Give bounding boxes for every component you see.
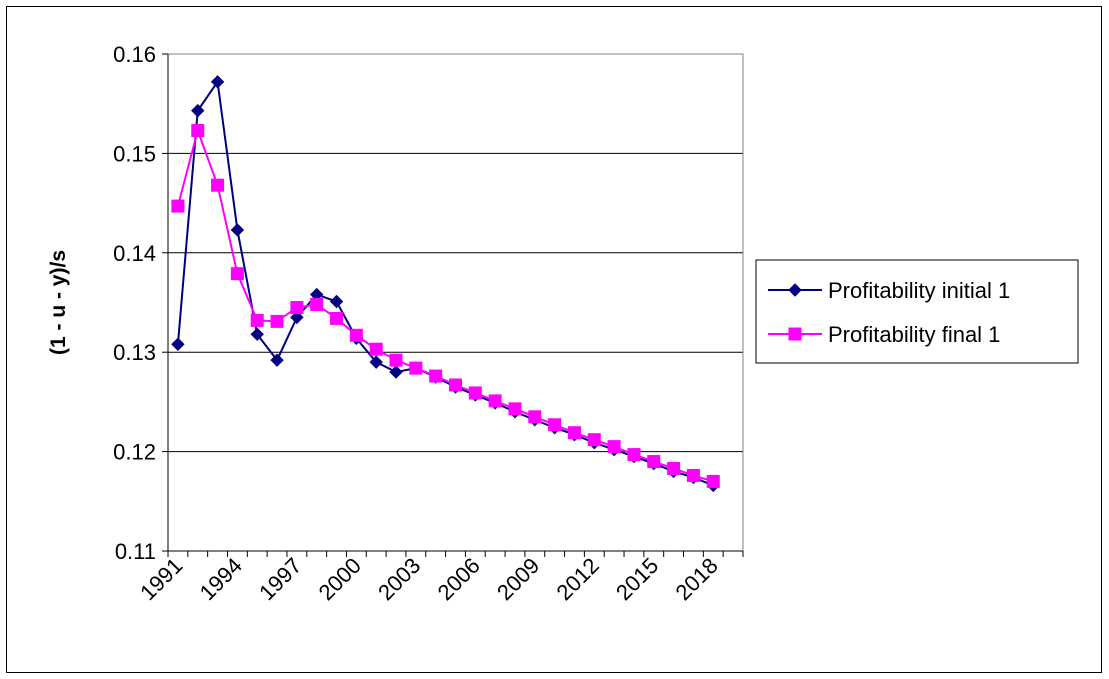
- x-tick-label: 2000: [314, 553, 366, 605]
- data-point-square: [706, 474, 720, 488]
- data-point-square: [171, 199, 185, 213]
- legend-item: Profitability initial 1: [768, 278, 1010, 303]
- data-point-square: [290, 300, 304, 314]
- plot-area-border: [167, 53, 744, 552]
- data-point-diamond: [270, 353, 284, 367]
- y-tick-label: 0.14: [113, 241, 156, 266]
- data-point-square: [488, 394, 502, 408]
- data-point-square: [211, 178, 225, 192]
- data-point-square: [667, 461, 681, 475]
- x-tick-label: 1994: [195, 553, 247, 605]
- data-point-square: [528, 410, 542, 424]
- series-line: [176, 79, 714, 487]
- data-point-square: [191, 124, 205, 138]
- y-tick-label: 0.12: [113, 440, 156, 465]
- data-point-square: [627, 448, 641, 462]
- data-point-diamond: [788, 283, 802, 297]
- data-point-diamond: [230, 223, 245, 237]
- data-point-diamond: [210, 75, 225, 89]
- x-tick-label: 2015: [611, 553, 663, 605]
- series-line: [176, 127, 714, 483]
- data-point-diamond: [171, 337, 185, 351]
- legend: Profitability initial 1 Profitability fin…: [755, 259, 1079, 364]
- legend-box: [755, 259, 1079, 364]
- legend-item: Profitability final 1: [768, 322, 1000, 347]
- x-tick-label: 2018: [671, 553, 723, 605]
- legend-label: Profitability final 1: [828, 322, 1000, 347]
- x-tick-label: 2006: [433, 553, 485, 605]
- data-point-square: [567, 426, 581, 440]
- series-profitability-initial-1: [171, 75, 720, 493]
- data-point-square: [330, 311, 344, 325]
- data-point-square: [548, 418, 562, 432]
- data-point-square: [686, 468, 700, 482]
- x-tick-label: 1997: [254, 553, 306, 605]
- legend-label: Profitability initial 1: [828, 278, 1010, 303]
- data-point-square: [647, 455, 661, 469]
- data-point-diamond: [369, 355, 383, 369]
- data-point-square: [369, 342, 383, 356]
- data-point-square: [349, 328, 363, 342]
- data-point-diamond: [329, 294, 344, 309]
- data-point-diamond: [250, 327, 264, 342]
- x-tick-label: 2012: [552, 553, 604, 605]
- y-axis-title: (1 - u - y)/s: [47, 250, 70, 355]
- chart-frame: 0.11 0.12 0.13 0.14 0.15 0.16 1991 1994 1997 2000…: [6, 6, 1102, 673]
- data-point-square: [788, 327, 802, 341]
- data-point-square: [310, 297, 324, 311]
- series-profitability-final-1: [171, 124, 720, 488]
- data-point-square: [409, 361, 423, 375]
- y-tick-label: 0.16: [113, 42, 156, 67]
- y-tick-label: 0.11: [115, 539, 156, 564]
- data-point-square: [587, 433, 601, 447]
- y-tick-label: 0.15: [113, 141, 156, 166]
- data-point-square: [607, 440, 621, 454]
- data-point-square: [449, 378, 462, 392]
- data-point-diamond: [191, 103, 205, 118]
- data-point-square: [389, 353, 403, 367]
- series-layer: [171, 75, 720, 493]
- data-point-diamond: [389, 365, 403, 379]
- data-point-square: [270, 314, 284, 328]
- x-tick-label: 2003: [373, 553, 425, 605]
- data-point-square: [230, 267, 244, 281]
- data-point-square: [429, 369, 443, 383]
- y-tick-label: 0.13: [113, 340, 156, 365]
- data-point-diamond: [290, 310, 304, 325]
- data-point-square: [250, 313, 264, 327]
- x-tick-label: 2009: [492, 553, 544, 605]
- data-point-square: [508, 402, 522, 416]
- data-point-square: [468, 386, 482, 400]
